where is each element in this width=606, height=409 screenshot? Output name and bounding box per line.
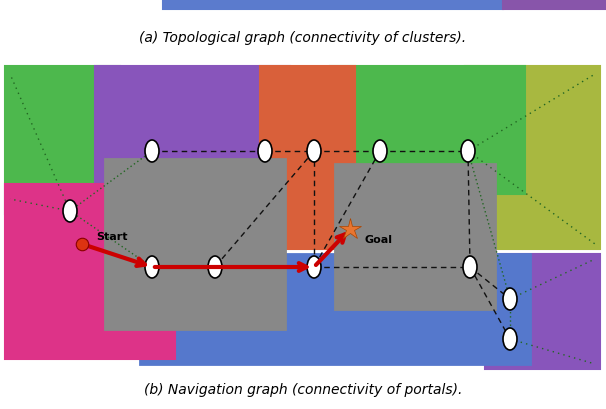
Ellipse shape [461,141,475,163]
Ellipse shape [63,200,77,222]
Bar [5,67,120,214]
Text: Goal: Goal [364,234,392,245]
Ellipse shape [307,256,321,278]
Ellipse shape [307,141,321,163]
Ellipse shape [463,256,477,278]
Bar [95,67,290,195]
Bar [485,254,600,369]
Text: (b) Navigation graph (connectivity of portals).: (b) Navigation graph (connectivity of po… [144,382,462,396]
Bar [465,67,600,249]
Bar [330,67,525,195]
Bar [260,67,355,249]
Ellipse shape [258,141,272,163]
Ellipse shape [145,256,159,278]
Bar [503,0,606,10]
Ellipse shape [503,288,517,310]
Ellipse shape [145,141,159,163]
Bar [5,184,175,359]
Text: (a) Topological graph (connectivity of clusters).: (a) Topological graph (connectivity of c… [139,31,467,45]
Bar [105,160,285,329]
Text: Start: Start [96,231,127,241]
Ellipse shape [208,256,222,278]
Bar [163,0,503,10]
Ellipse shape [373,141,387,163]
Bar [140,254,530,364]
Bar [335,164,495,309]
Ellipse shape [503,328,517,350]
